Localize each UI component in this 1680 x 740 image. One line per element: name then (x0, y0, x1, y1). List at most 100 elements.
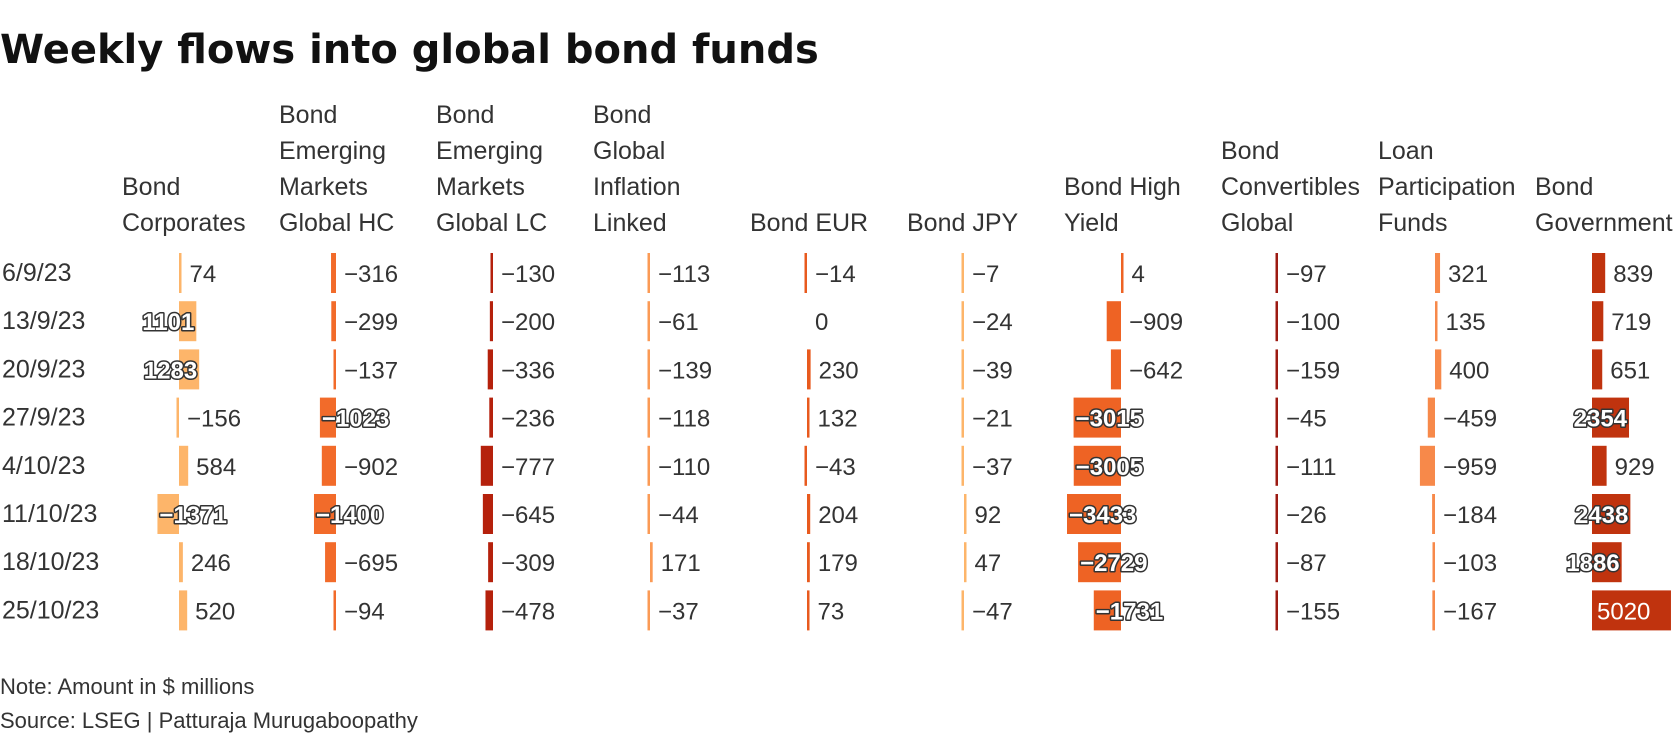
flow-bar (1592, 494, 1631, 534)
footer-source: Source: LSEG | Patturaja Murugaboopathy (0, 708, 418, 733)
flow-value: −959 (1443, 454, 1497, 481)
flow-bar (1435, 301, 1438, 342)
flow-value: −87 (1286, 550, 1327, 577)
flow-value: −24 (972, 309, 1013, 336)
flow-value: −1400 (316, 502, 383, 529)
flow-value: −902 (344, 454, 398, 481)
flow-value: −139 (658, 357, 712, 384)
flow-bar (1275, 542, 1278, 583)
flow-bar (333, 590, 336, 631)
flow-value: 171 (661, 550, 701, 577)
flow-value: 651 (1610, 357, 1650, 384)
flow-bar (1078, 542, 1121, 583)
column-header-line: Global LC (436, 209, 547, 237)
flow-value: 179 (818, 550, 858, 577)
flow-value: 74 (190, 261, 217, 288)
flow-value: 135 (1446, 309, 1486, 336)
flow-bar (647, 253, 650, 293)
column-header-line: Yield (1064, 209, 1119, 237)
flow-value: −137 (344, 357, 398, 384)
column-header-line: Markets (279, 173, 368, 201)
flow-bar (480, 445, 493, 486)
flow-value: 0 (815, 309, 828, 336)
flow-value: 92 (975, 502, 1002, 529)
flow-value: −100 (1286, 309, 1340, 336)
column-header-line: Markets (436, 173, 525, 201)
column-header-line: Bond (122, 173, 180, 201)
flow-value: −236 (501, 406, 555, 433)
flow-bar (961, 301, 964, 342)
flow-value: −1371 (159, 502, 226, 529)
column-header-line: Bond (436, 101, 494, 129)
flow-bar (1275, 445, 1278, 486)
flow-value: 47 (975, 550, 1002, 577)
column-header-line: Government (1535, 209, 1673, 237)
flow-bar (179, 445, 189, 486)
flow-bar (1592, 253, 1606, 293)
row-date: 20/9/23 (2, 355, 85, 383)
footer-note: Note: Amount in $ millions (0, 674, 254, 699)
flow-value: 321 (1448, 261, 1488, 288)
flow-value: −309 (501, 550, 555, 577)
row-date: 25/10/23 (2, 596, 99, 624)
column-header-line: Global HC (279, 209, 394, 237)
flow-bar (647, 397, 650, 438)
flow-value: −130 (501, 261, 555, 288)
flow-value: 520 (195, 598, 235, 625)
flow-value: 73 (818, 598, 845, 625)
flow-bar (961, 253, 964, 293)
flow-bar (1592, 349, 1603, 390)
flow-value: −26 (1286, 502, 1327, 529)
flow-value: −37 (972, 454, 1013, 481)
column-header-line: Bond (279, 101, 337, 129)
flow-bar (961, 445, 964, 486)
flow-bar (1592, 397, 1630, 438)
column-header-line: Emerging (279, 137, 386, 165)
flow-bar (488, 542, 493, 583)
flow-bar (961, 349, 964, 390)
flow-value: −155 (1286, 598, 1340, 625)
flow-bar (176, 397, 179, 438)
flow-value: 400 (1449, 357, 1489, 384)
column-header-line: Participation (1378, 173, 1516, 201)
row-date: 11/10/23 (2, 500, 97, 528)
flow-cells: 74 1101 1283 −156 584 −1371 246 520 −316 −299 −137… (141, 253, 1671, 631)
flow-value: −909 (1129, 309, 1183, 336)
flow-value: −642 (1129, 357, 1183, 384)
flow-value: −44 (658, 502, 699, 529)
flow-value: −167 (1443, 598, 1497, 625)
flow-bar (1427, 397, 1435, 438)
flow-value: 246 (191, 550, 231, 577)
row-date: 4/10/23 (2, 452, 85, 480)
flow-value: −184 (1443, 502, 1497, 529)
column-header-line: Funds (1378, 209, 1447, 237)
flow-value: 204 (818, 502, 858, 529)
column-header-line: Bond High (1064, 173, 1181, 201)
flow-value: −316 (344, 261, 398, 288)
column-header-line: Bond (1535, 173, 1593, 201)
flow-bar (331, 253, 336, 293)
flow-value: 584 (196, 454, 236, 481)
flow-value: −43 (815, 454, 856, 481)
flow-value: −3005 (1076, 454, 1143, 481)
flow-value: −1731 (1096, 598, 1163, 625)
row-dates: 6/9/23 13/9/23 20/9/23 27/9/23 4/10/23 11/10/… (2, 259, 99, 624)
flow-bar (325, 542, 336, 583)
column-header-line: Inflation (593, 173, 681, 201)
flow-value: −459 (1443, 406, 1497, 433)
flow-bar (489, 301, 493, 342)
flow-bar (961, 397, 964, 438)
flow-bar (804, 253, 807, 293)
row-date: 27/9/23 (2, 404, 85, 432)
flow-bar (333, 349, 336, 390)
flow-bar (964, 494, 967, 534)
flow-bar (1275, 397, 1278, 438)
flow-value: 5020 (1597, 598, 1650, 625)
flow-bar (647, 590, 650, 631)
flow-bar (1275, 301, 1278, 342)
flow-bar (1093, 590, 1121, 631)
flow-value: −111 (1286, 454, 1337, 481)
flow-bar (1432, 542, 1435, 583)
row-date: 18/10/23 (2, 548, 99, 576)
